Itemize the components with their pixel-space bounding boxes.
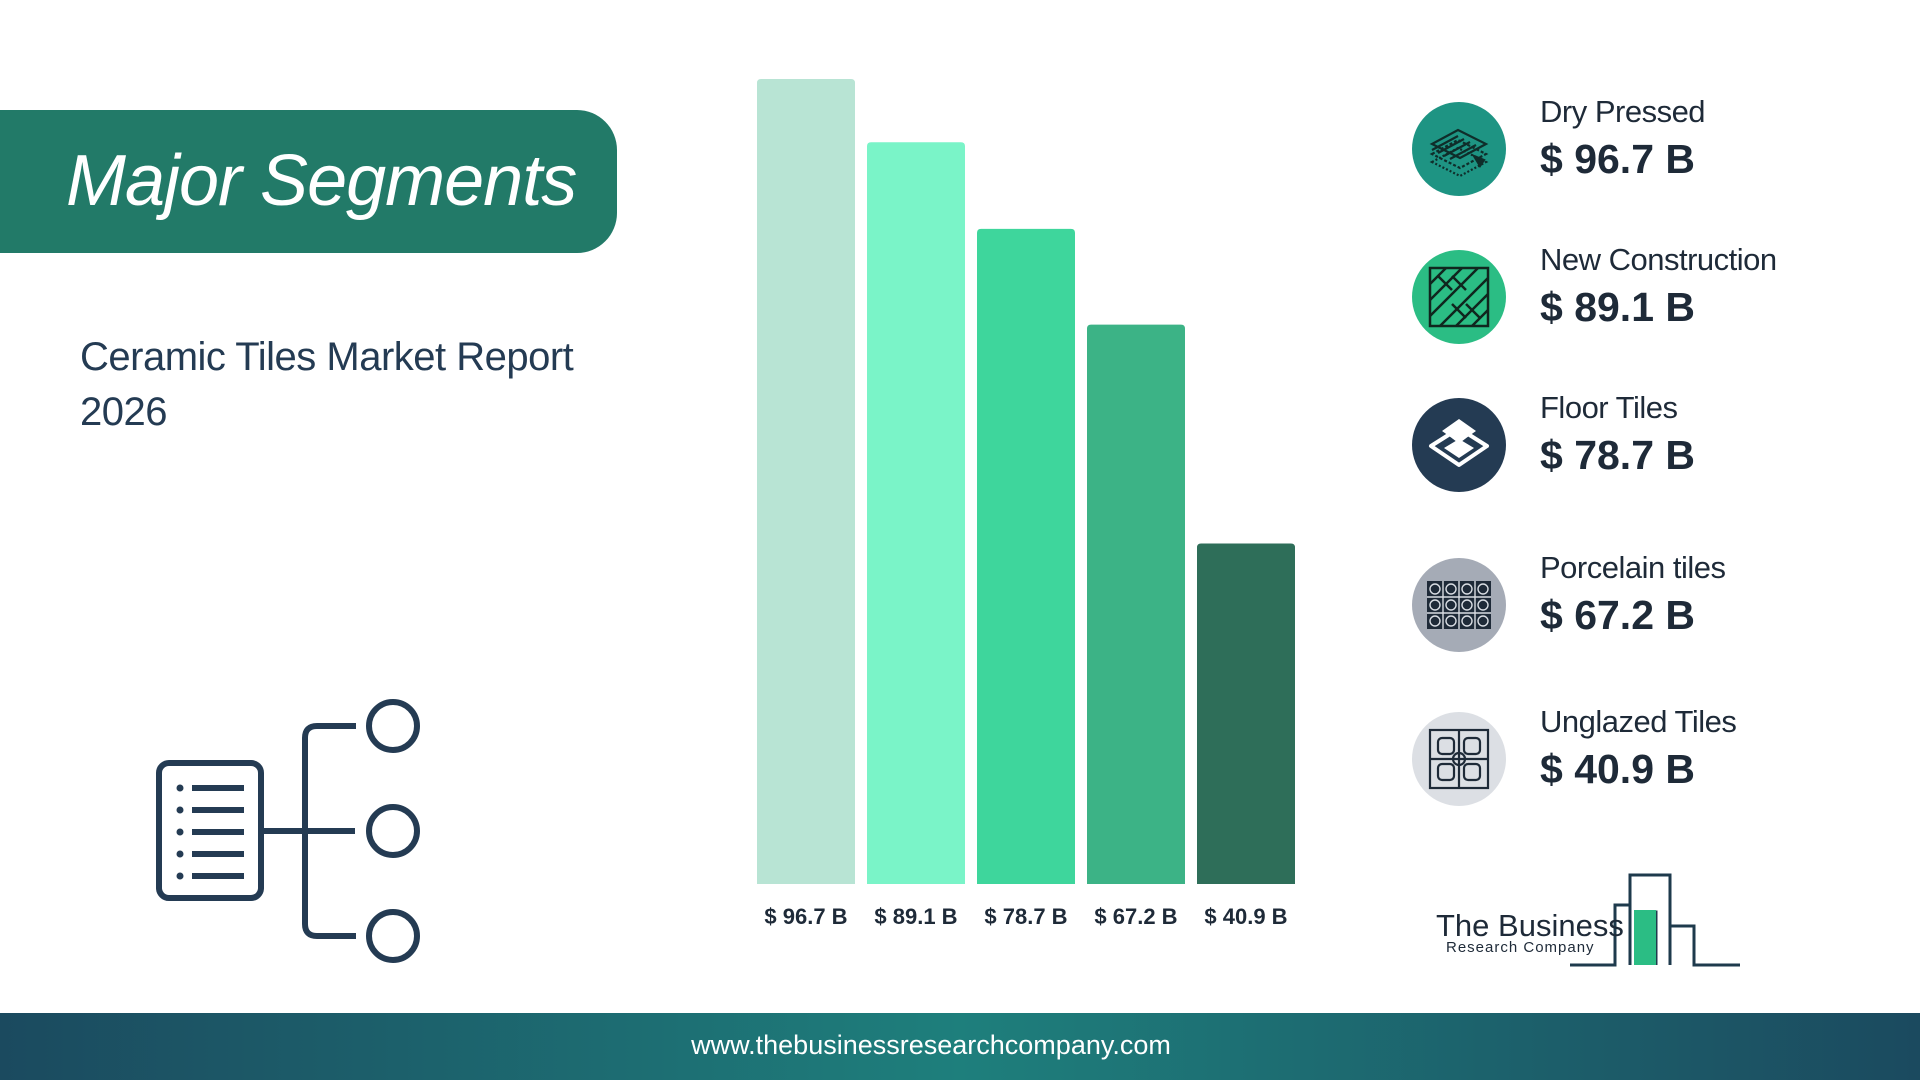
bar-value-label: $ 78.7 B (984, 904, 1067, 929)
hierarchy-list-icon (156, 699, 420, 963)
legend-circle (1412, 250, 1506, 344)
bar-floor-tiles (977, 228, 1075, 885)
segment-bar-chart: $ 96.7 B $ 89.1 B $ 78.7 B $ 67.2 B $ 40.9 B (757, 79, 1295, 929)
legend-circle (1412, 398, 1506, 492)
bar-value-label: $ 89.1 B (874, 904, 957, 929)
logo-name: The Business (1436, 908, 1624, 943)
legend-item-dry-pressed: Dry Pressed $ 96.7 B (1412, 94, 1872, 202)
legend-label: Unglazed Tiles (1540, 704, 1737, 739)
legend-item-floor-tiles: Floor Tiles $ 78.7 B (1412, 390, 1872, 498)
footer-bar: www.thebusinessresearchcompany.com (0, 1013, 1920, 1080)
legend-circle (1412, 558, 1506, 652)
legend-value: $ 40.9 B (1540, 746, 1695, 792)
legend-circle (1412, 712, 1506, 806)
bar-porcelain-tiles (1087, 324, 1185, 884)
dry-pressed-tile-icon (1429, 128, 1489, 178)
bar-new-construction (867, 142, 965, 885)
legend-item-porcelain-tiles: Porcelain tiles $ 67.2 B (1412, 550, 1872, 658)
legend-label: Porcelain tiles (1540, 550, 1726, 585)
porcelain-pattern-icon (1427, 581, 1491, 629)
legend-value: $ 67.2 B (1540, 592, 1695, 638)
legend-label: Floor Tiles (1540, 390, 1678, 425)
footer-website-link[interactable]: www.thebusinessresearchcompany.com (691, 1030, 1171, 1060)
report-subtitle: Ceramic Tiles Market Report 2026 (80, 335, 574, 434)
logo-tagline: Research Company (1446, 939, 1595, 956)
bar-dry-pressed (757, 79, 855, 884)
legend-label: New Construction (1540, 242, 1777, 277)
bar-value-label: $ 67.2 B (1094, 904, 1177, 929)
logo-buildings-icon (1570, 873, 1740, 967)
legend-circle (1412, 102, 1506, 196)
bar-unglazed-tiles (1197, 543, 1295, 884)
floor-tile-stack-icon (1429, 419, 1489, 467)
legend-value: $ 78.7 B (1540, 432, 1695, 478)
unglazed-pattern-icon (1428, 728, 1490, 790)
page-title: Major Segments (66, 141, 577, 221)
legend-item-unglazed-tiles: Unglazed Tiles $ 40.9 B (1412, 704, 1872, 812)
legend-value: $ 96.7 B (1540, 136, 1695, 182)
company-logo: The Business Research Company (1430, 870, 1750, 970)
parquet-pattern-icon (1428, 266, 1490, 328)
bar-value-label: $ 96.7 B (764, 904, 847, 929)
legend-label: Dry Pressed (1540, 94, 1706, 129)
legend-item-new-construction: New Construction $ 89.1 B (1412, 242, 1872, 350)
bar-value-label: $ 40.9 B (1204, 904, 1287, 929)
legend-value: $ 89.1 B (1540, 284, 1695, 330)
title-banner: Major Segments (0, 110, 617, 253)
